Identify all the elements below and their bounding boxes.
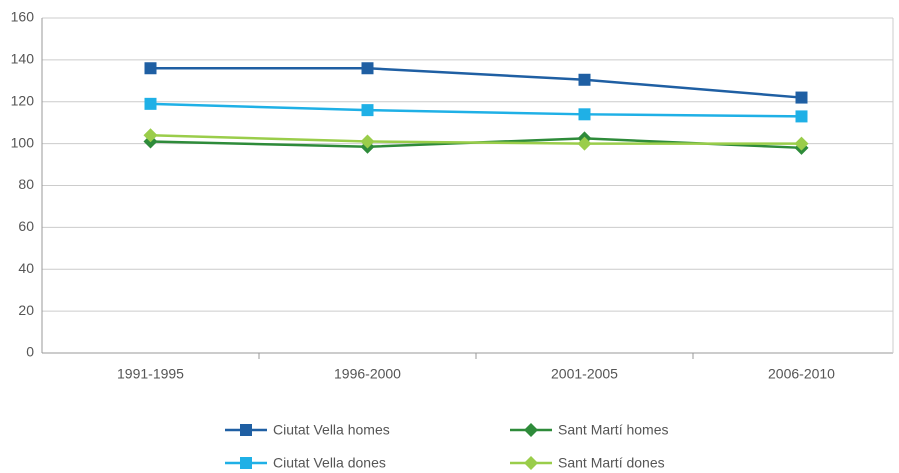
point-marker xyxy=(577,136,592,151)
point-marker xyxy=(578,108,591,121)
y-tick-label: 0 xyxy=(26,344,34,360)
x-tick-label: 2006-2010 xyxy=(768,366,835,382)
legend-label: Ciutat Vella homes xyxy=(273,422,390,438)
y-tick-label: 160 xyxy=(11,9,35,25)
y-tick-label: 20 xyxy=(18,302,34,318)
y-tick-label: 60 xyxy=(18,218,34,234)
point-marker xyxy=(144,97,157,110)
series-line xyxy=(150,134,802,145)
point-marker xyxy=(360,134,375,149)
y-tick-label: 140 xyxy=(11,51,35,67)
x-tick-label: 1991-1995 xyxy=(117,366,184,382)
series-line xyxy=(150,67,802,99)
x-tick-label: 2001-2005 xyxy=(551,366,618,382)
point-marker xyxy=(143,128,158,143)
y-tick-label: 100 xyxy=(11,134,35,150)
point-marker xyxy=(361,62,374,75)
point-marker xyxy=(361,104,374,117)
x-tick-label: 1996-2000 xyxy=(334,366,401,382)
y-tick-label: 80 xyxy=(18,176,34,192)
y-tick-label: 120 xyxy=(11,92,35,108)
y-tick-label: 40 xyxy=(18,260,34,276)
point-marker xyxy=(795,91,808,104)
legend-label: Sant Martí dones xyxy=(558,455,665,471)
point-marker xyxy=(795,110,808,123)
legend-marker xyxy=(240,424,252,436)
legend-marker xyxy=(524,456,538,470)
point-marker xyxy=(578,73,591,86)
point-marker xyxy=(144,62,157,75)
legend-marker xyxy=(240,457,252,469)
legend-label: Ciutat Vella dones xyxy=(273,455,386,471)
point-marker xyxy=(794,136,809,151)
series-line xyxy=(150,102,802,118)
legend-label: Sant Martí homes xyxy=(558,422,669,438)
legend-marker xyxy=(524,423,538,437)
